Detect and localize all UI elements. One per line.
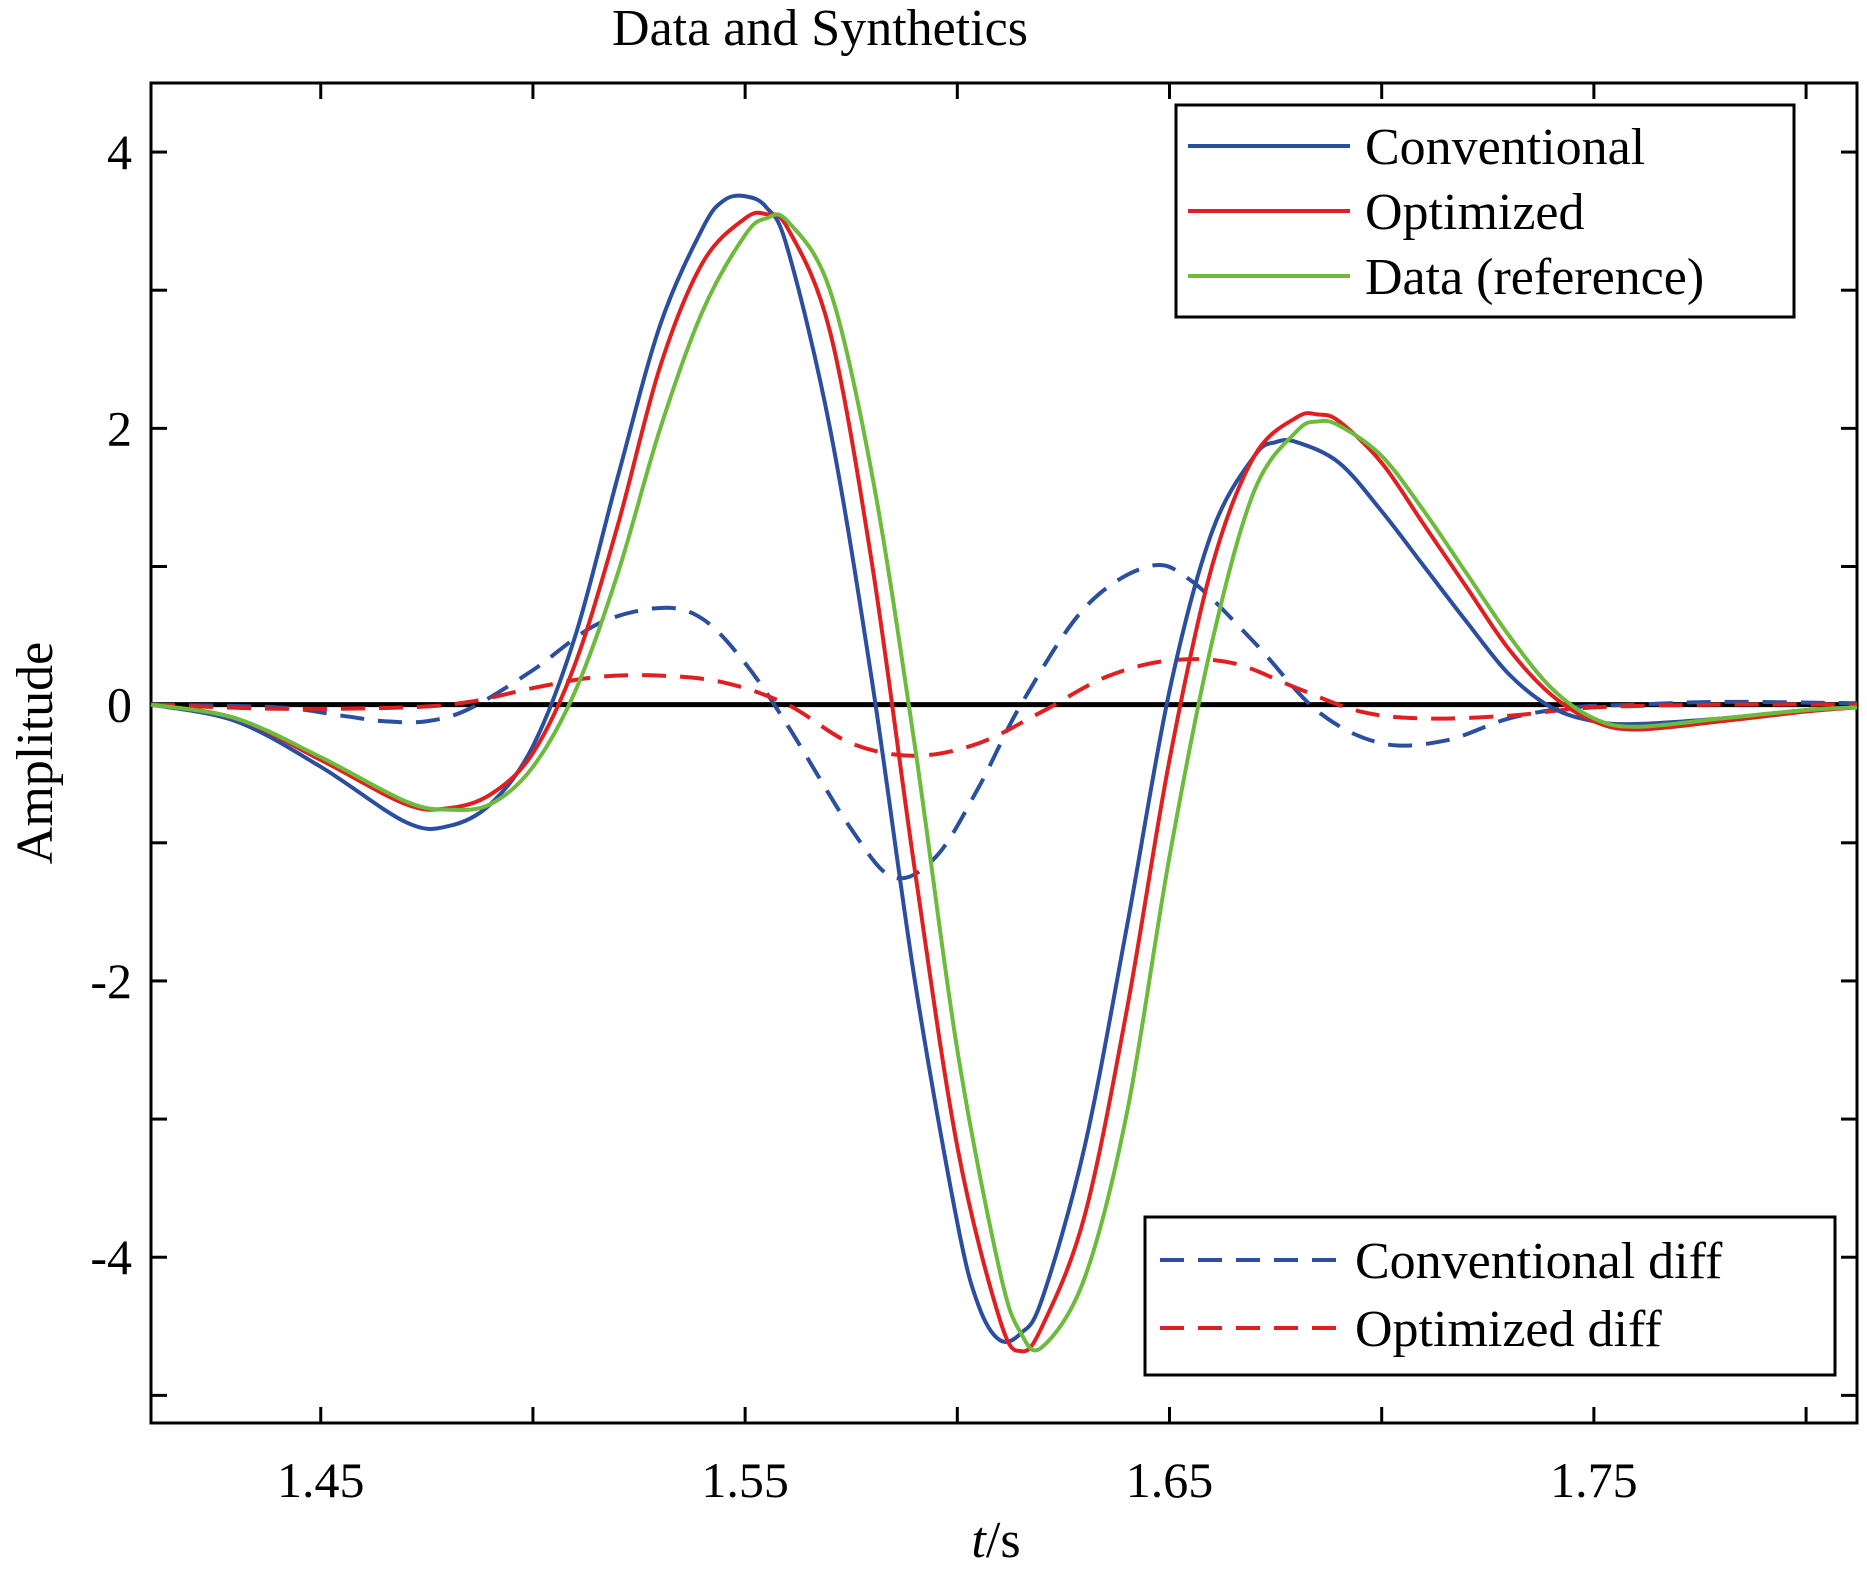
- legend-bottom-right: Conventional diff Optimized diff: [1143, 1215, 1837, 1377]
- x-tick-label: 1.75: [1550, 1452, 1638, 1508]
- series-data-reference: [150, 212, 1858, 1353]
- y-tick-label: 0: [107, 677, 132, 733]
- series-optimized-diff: [150, 657, 1858, 758]
- legend-top-right: Conventional Optimized Data (reference): [1174, 103, 1796, 319]
- x-axis-label-unit: /s: [986, 1512, 1021, 1569]
- legend-entry-optimized-diff: Optimized diff: [1355, 1301, 1662, 1358]
- series-conventional: [150, 193, 1858, 1344]
- chart-title: Data and Synthetics: [612, 0, 1028, 57]
- y-tick-label: -4: [90, 1229, 132, 1285]
- x-tick-label: 1.55: [701, 1452, 789, 1508]
- x-tick-label: 1.45: [277, 1452, 365, 1508]
- plot-frame: [149, 81, 1859, 1425]
- series-optimized: [150, 210, 1858, 1354]
- x-tick-label: 1.65: [1126, 1452, 1214, 1508]
- x-axis-label: t/s: [971, 1512, 1020, 1569]
- legend-entry-optimized: Optimized: [1365, 184, 1585, 241]
- y-axis-label: Amplitude: [7, 642, 64, 864]
- legend-entry-conventional: Conventional: [1365, 119, 1645, 176]
- series-conventional-diff: [150, 562, 1858, 881]
- tick-labels: 1.45 1.55 1.65 1.75 4 2 0 -2 -4: [90, 124, 1637, 1508]
- legend-entry-data-reference: Data (reference): [1365, 249, 1704, 306]
- legend-entry-conventional-diff: Conventional diff: [1355, 1233, 1723, 1290]
- series-layer: [150, 193, 1858, 1354]
- y-tick-label: 2: [107, 400, 132, 456]
- y-tick-label: 4: [107, 124, 132, 180]
- x-axis-label-var: t: [971, 1512, 987, 1569]
- y-tick-label: -2: [90, 953, 132, 1009]
